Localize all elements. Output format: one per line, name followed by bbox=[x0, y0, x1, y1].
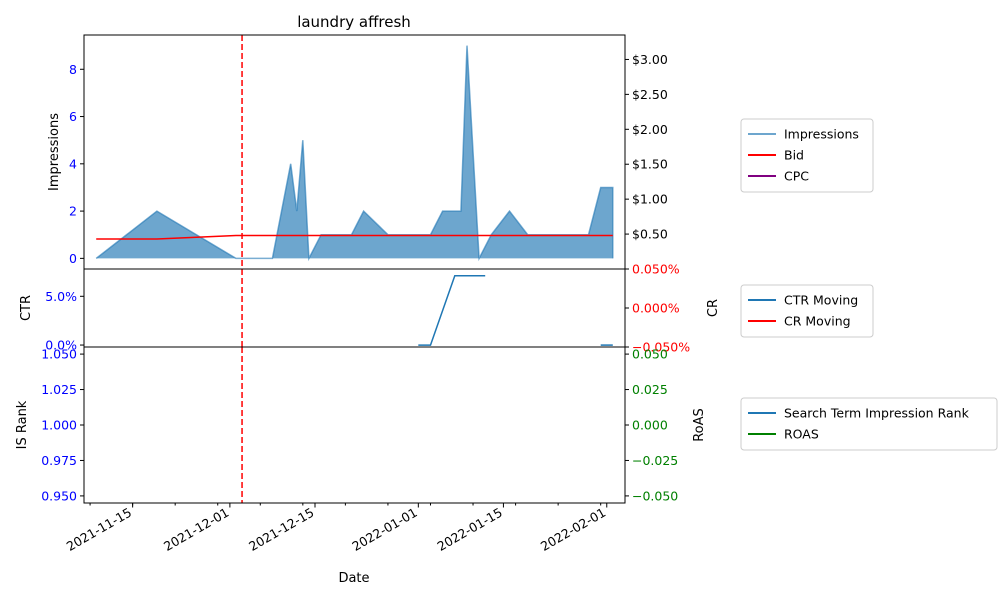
legend-box bbox=[740, 397, 998, 451]
left-tick-label: 4 bbox=[69, 156, 77, 171]
left-axis-label: Impressions bbox=[47, 113, 62, 191]
right-axis-label: CR bbox=[706, 299, 721, 317]
right-tick-label: 0.000 bbox=[632, 418, 668, 433]
left-tick-label: 0.975 bbox=[41, 453, 77, 468]
legend-3: Search Term Impression Rank ROAS bbox=[740, 397, 998, 451]
panel-2: 0.0% 5.0% −0.050% 0.000% 0.050% CTR CR bbox=[19, 262, 721, 355]
impressions-area bbox=[96, 45, 613, 259]
right-tick-label: $0.50 bbox=[632, 227, 668, 242]
right-tick-label: 0.050% bbox=[632, 262, 680, 277]
x-tick-label: 2021-12-15 bbox=[246, 505, 316, 554]
left-tick-label: 6 bbox=[69, 109, 77, 124]
x-tick-label: 2021-11-15 bbox=[64, 505, 134, 554]
legend-entry: Search Term Impression Rank bbox=[784, 406, 970, 421]
x-tick-label: 2022-01-15 bbox=[435, 505, 505, 554]
legend-2: CTR Moving CR Moving bbox=[740, 284, 874, 338]
right-tick-label: 0.025 bbox=[632, 382, 668, 397]
legend-entry: Bid bbox=[784, 148, 804, 163]
right-tick-label: $2.50 bbox=[632, 87, 668, 102]
legend-entry: CTR Moving bbox=[784, 293, 858, 308]
left-axis-label: CTR bbox=[19, 295, 34, 321]
right-axis-label: RoAS bbox=[692, 408, 707, 442]
left-tick-label: 5.0% bbox=[45, 289, 77, 304]
chart-title: laundry affresh bbox=[297, 13, 411, 31]
left-tick-label: 0.950 bbox=[41, 488, 77, 503]
legend-box bbox=[740, 284, 874, 338]
ctr-segment-1 bbox=[418, 275, 486, 346]
panel-3: 0.950 0.975 1.000 1.025 1.050 −0.050 −0.025 0.0… bbox=[15, 346, 707, 504]
left-tick-label: 2 bbox=[69, 204, 77, 219]
x-axis-label: Date bbox=[338, 571, 369, 586]
right-tick-label: −0.050% bbox=[632, 340, 690, 355]
legend-entry: CR Moving bbox=[784, 314, 851, 329]
right-tick-label: $1.00 bbox=[632, 192, 668, 207]
right-tick-label: 0.000% bbox=[632, 301, 680, 316]
legend-1: Impressions Bid CPC bbox=[740, 118, 874, 193]
legend-entry: CPC bbox=[784, 169, 809, 184]
legend-entry: Impressions bbox=[784, 127, 859, 142]
x-tick-label: 2021-12-01 bbox=[161, 505, 231, 554]
impressions-line bbox=[95, 45, 614, 262]
bid-line bbox=[96, 234, 613, 240]
right-tick-label: $2.00 bbox=[632, 122, 668, 137]
x-tick-label: 2022-01-01 bbox=[349, 505, 419, 554]
x-tick-label: 2022-02-01 bbox=[538, 505, 608, 554]
right-tick-label: −0.050 bbox=[632, 488, 678, 503]
right-tick-label: −0.025 bbox=[632, 453, 678, 468]
right-tick-label: $1.50 bbox=[632, 157, 668, 172]
right-tick-label: $3.00 bbox=[632, 52, 668, 67]
left-tick-label: 8 bbox=[69, 62, 77, 77]
panel-1: 0 2 4 6 8 $0.50 $1.00 $1.50 $2.00 $2.50 $3.00 Impre… bbox=[47, 34, 668, 270]
legend-entry: ROAS bbox=[784, 427, 819, 442]
left-tick-label: 1.050 bbox=[41, 347, 77, 362]
left-tick-label: 0 bbox=[69, 251, 77, 266]
legend-box bbox=[740, 118, 874, 193]
panel-frame-3 bbox=[83, 346, 626, 504]
left-axis-label: IS Rank bbox=[15, 400, 30, 449]
left-tick-label: 0.0% bbox=[45, 338, 77, 353]
right-tick-label: 0.050 bbox=[632, 347, 668, 362]
left-tick-label: 1.025 bbox=[41, 382, 77, 397]
left-tick-label: 1.000 bbox=[41, 418, 77, 433]
panel-frame-2 bbox=[83, 268, 626, 348]
